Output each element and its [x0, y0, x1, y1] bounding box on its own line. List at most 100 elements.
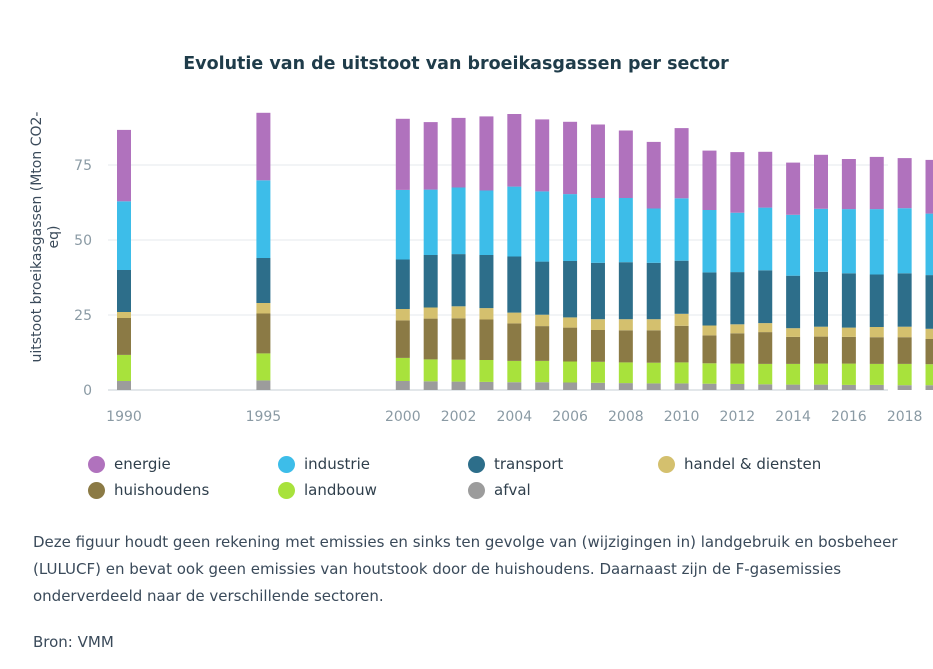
bar-landbouw-2008[interactable] [618, 362, 633, 384]
bar-industrie-2000[interactable] [395, 189, 410, 260]
bar-transport-2016[interactable] [841, 273, 856, 328]
bar-handel-diensten-2000[interactable] [395, 309, 410, 321]
bar-transport-2013[interactable] [758, 270, 773, 324]
bar-energie-2010[interactable] [674, 128, 689, 199]
bar-stack-2013[interactable] [758, 151, 773, 390]
bar-afval-2018[interactable] [897, 385, 912, 390]
bar-huishoudens-2002[interactable] [451, 318, 466, 360]
bar-landbouw-2019[interactable] [925, 364, 933, 386]
bar-handel-diensten-2018[interactable] [897, 326, 912, 338]
bar-stack-2012[interactable] [730, 152, 745, 390]
bar-handel-diensten-1995[interactable] [256, 303, 271, 314]
bar-huishoudens-2004[interactable] [507, 323, 522, 361]
bar-landbouw-2005[interactable] [535, 360, 550, 383]
bar-afval-2012[interactable] [730, 384, 745, 390]
bar-industrie-2007[interactable] [590, 198, 605, 263]
bar-industrie-2009[interactable] [646, 208, 661, 263]
legend-item-industrie[interactable]: industrie [278, 453, 370, 475]
bar-huishoudens-2017[interactable] [869, 337, 884, 364]
bar-energie-2018[interactable] [897, 158, 912, 209]
bar-transport-2002[interactable] [451, 254, 466, 307]
bar-handel-diensten-2003[interactable] [479, 308, 494, 320]
bar-huishoudens-1990[interactable] [117, 318, 131, 355]
bar-landbouw-2013[interactable] [758, 363, 773, 385]
bar-industrie-2008[interactable] [618, 198, 633, 263]
bar-stack-2015[interactable] [814, 154, 828, 390]
bar-energie-2012[interactable] [730, 152, 745, 213]
bar-landbouw-2012[interactable] [730, 363, 745, 384]
bar-stack-2018[interactable] [897, 158, 912, 390]
bar-handel-diensten-2012[interactable] [730, 324, 745, 334]
bar-transport-2006[interactable] [563, 261, 578, 318]
bar-stack-1995[interactable] [256, 112, 271, 390]
bar-transport-2011[interactable] [702, 272, 717, 326]
bar-huishoudens-2007[interactable] [590, 330, 605, 362]
bar-handel-diensten-2001[interactable] [423, 307, 438, 319]
bar-handel-diensten-2019[interactable] [925, 328, 933, 339]
bar-energie-2008[interactable] [618, 130, 633, 199]
bar-huishoudens-2018[interactable] [897, 337, 912, 364]
bar-stack-2017[interactable] [869, 156, 884, 390]
bar-landbouw-2003[interactable] [479, 360, 494, 382]
bar-transport-2000[interactable] [395, 259, 410, 310]
bar-energie-2002[interactable] [451, 117, 466, 188]
bar-transport-2001[interactable] [423, 255, 438, 308]
bar-transport-1990[interactable] [117, 270, 131, 312]
bar-landbouw-2015[interactable] [814, 363, 828, 385]
bar-landbouw-2017[interactable] [869, 363, 884, 385]
bar-handel-diensten-2016[interactable] [841, 327, 856, 337]
legend-item-handel-diensten[interactable]: handel & diensten [658, 453, 821, 475]
bar-landbouw-2006[interactable] [563, 361, 578, 383]
bar-industrie-1995[interactable] [256, 180, 271, 258]
bar-afval-2004[interactable] [507, 382, 522, 390]
legend-item-landbouw[interactable]: landbouw [278, 479, 377, 501]
bar-transport-1995[interactable] [256, 258, 271, 303]
bar-landbouw-2000[interactable] [395, 357, 410, 381]
bar-industrie-2013[interactable] [758, 207, 773, 271]
bar-huishoudens-2005[interactable] [535, 326, 550, 361]
bar-afval-2007[interactable] [590, 382, 605, 390]
bar-huishoudens-2013[interactable] [758, 332, 773, 364]
bar-handel-diensten-2011[interactable] [702, 325, 717, 336]
bar-transport-2004[interactable] [507, 256, 522, 313]
bar-handel-diensten-2015[interactable] [814, 326, 828, 337]
bar-landbouw-2010[interactable] [674, 362, 689, 384]
bar-energie-2019[interactable] [925, 159, 933, 214]
bar-stack-2004[interactable] [507, 114, 522, 390]
bar-energie-2006[interactable] [563, 121, 578, 195]
bar-handel-diensten-2004[interactable] [507, 312, 522, 324]
bar-huishoudens-2019[interactable] [925, 339, 933, 365]
bar-industrie-2017[interactable] [869, 209, 884, 275]
bar-afval-1995[interactable] [256, 380, 271, 390]
bar-stack-2014[interactable] [786, 162, 801, 390]
bar-transport-2014[interactable] [786, 275, 801, 329]
bar-huishoudens-2011[interactable] [702, 335, 717, 364]
bar-industrie-2019[interactable] [925, 213, 933, 276]
bar-handel-diensten-2007[interactable] [590, 319, 605, 330]
bar-afval-1990[interactable] [117, 381, 131, 390]
bar-energie-2004[interactable] [507, 114, 522, 187]
bar-transport-2010[interactable] [674, 260, 689, 314]
legend-item-energie[interactable]: energie [88, 453, 171, 475]
bar-industrie-2003[interactable] [479, 190, 494, 256]
bar-energie-1990[interactable] [117, 129, 131, 202]
bar-landbouw-1995[interactable] [256, 353, 271, 381]
bar-stack-2010[interactable] [674, 128, 689, 390]
bar-energie-2015[interactable] [814, 154, 828, 209]
bar-afval-2019[interactable] [925, 385, 933, 390]
bar-transport-2015[interactable] [814, 271, 828, 327]
bar-huishoudens-2003[interactable] [479, 319, 494, 361]
bar-huishoudens-2010[interactable] [674, 325, 689, 363]
bar-stack-2009[interactable] [646, 141, 661, 390]
bar-afval-2009[interactable] [646, 383, 661, 390]
bar-industrie-2012[interactable] [730, 212, 745, 273]
bar-afval-2013[interactable] [758, 384, 773, 390]
bar-handel-diensten-2005[interactable] [535, 314, 550, 327]
bar-huishoudens-2014[interactable] [786, 336, 801, 364]
bar-handel-diensten-2002[interactable] [451, 306, 466, 319]
bar-huishoudens-2006[interactable] [563, 327, 578, 362]
bar-industrie-2005[interactable] [535, 191, 550, 262]
bar-transport-2012[interactable] [730, 272, 745, 325]
bar-stack-2006[interactable] [563, 121, 578, 390]
bar-energie-2017[interactable] [869, 156, 884, 210]
